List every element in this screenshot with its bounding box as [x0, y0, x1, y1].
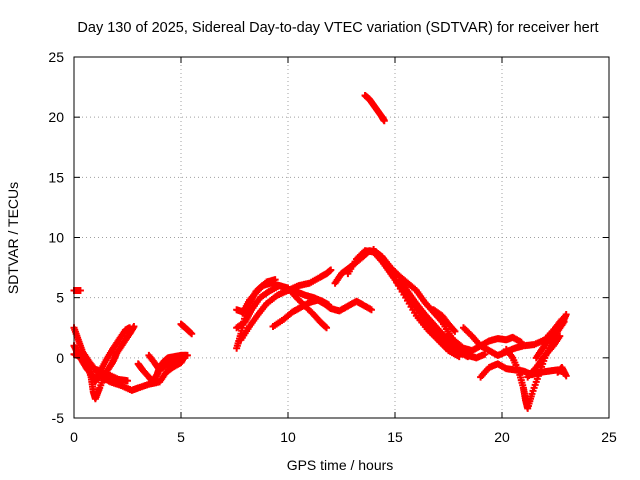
data-point	[562, 311, 570, 319]
y-tick-label: 25	[48, 49, 64, 65]
series-arc-24	[532, 311, 570, 362]
series-arc-01	[70, 324, 189, 394]
series-arc-04	[94, 366, 131, 385]
x-tick-label: 5	[177, 429, 185, 445]
data-point	[76, 286, 84, 294]
data-point	[321, 323, 329, 331]
data-point	[367, 306, 375, 314]
data-markers	[70, 92, 570, 412]
series-arc-14	[269, 296, 375, 331]
data-point	[464, 353, 472, 361]
x-tick-label: 10	[280, 429, 296, 445]
data-point	[130, 323, 138, 331]
data-point	[481, 350, 489, 358]
data-point	[188, 330, 196, 338]
series-arc-12	[233, 276, 279, 316]
series-arc-07	[177, 320, 196, 338]
series-arc-11	[233, 282, 331, 332]
series-arc-25	[524, 332, 564, 381]
chart-title: Day 130 of 2025, Sidereal Day-to-day VTE…	[77, 20, 598, 36]
axis-ticks	[73, 56, 610, 419]
series-arc-03	[70, 323, 138, 403]
data-point	[124, 377, 131, 385]
x-tick-label: 20	[494, 429, 510, 445]
series-arc-26	[554, 363, 570, 380]
x-tick-label: 0	[70, 429, 78, 445]
data-point	[327, 266, 335, 274]
data-point	[323, 324, 331, 332]
y-tick-label: 20	[48, 109, 64, 125]
data-point	[380, 117, 388, 125]
y-tick-label: 5	[56, 290, 64, 306]
x-axis-label: GPS time / hours	[287, 457, 394, 473]
x-tick-label: 25	[601, 429, 617, 445]
tick-labels: 0 5 10 15 20 25 -5 0 5 10 15 20 25	[48, 49, 617, 445]
y-tick-label: -5	[52, 410, 65, 426]
series-arc-09	[361, 92, 388, 125]
y-tick-label: 15	[48, 169, 64, 185]
series-arc-06	[145, 351, 185, 374]
data-point	[177, 354, 185, 362]
y-tick-label: 10	[48, 230, 64, 246]
data-point	[187, 329, 195, 337]
data-point	[183, 351, 191, 359]
data-point	[562, 372, 570, 380]
series-arc-19	[430, 306, 459, 335]
data-point	[271, 276, 279, 284]
x-tick-label: 15	[387, 429, 403, 445]
data-point	[450, 326, 458, 334]
data-point	[451, 327, 459, 335]
data-point	[556, 332, 564, 340]
y-axis-label: SDTVAR / TECUs	[5, 182, 21, 294]
series-arc-13	[237, 266, 335, 344]
series-arc-08	[70, 286, 84, 294]
y-tick-label: 0	[56, 350, 64, 366]
